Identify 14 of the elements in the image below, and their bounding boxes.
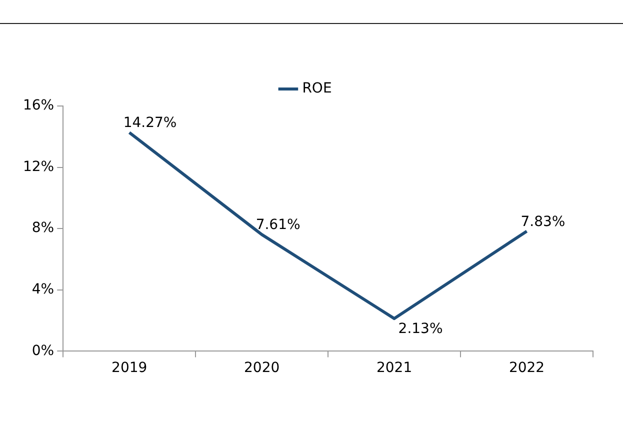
legend-label: ROE (302, 80, 332, 97)
x-tick-label: 2020 (244, 360, 280, 376)
y-tick-label: 8% (32, 220, 54, 236)
data-label: 7.83% (520, 214, 566, 230)
x-tick-label: 2021 (376, 360, 412, 376)
x-tick-label: 2022 (508, 360, 545, 376)
y-tick-label: 0% (32, 342, 54, 359)
data-label: 7.61% (256, 217, 300, 234)
x-tick-label: 2019 (112, 360, 148, 376)
data-label: 14.27% (123, 115, 177, 132)
y-tick-label: 16% (22, 98, 54, 114)
y-tick-label: 4% (32, 282, 54, 298)
y-tick-label: 12% (22, 158, 54, 175)
data-label: 2.13% (398, 321, 443, 338)
